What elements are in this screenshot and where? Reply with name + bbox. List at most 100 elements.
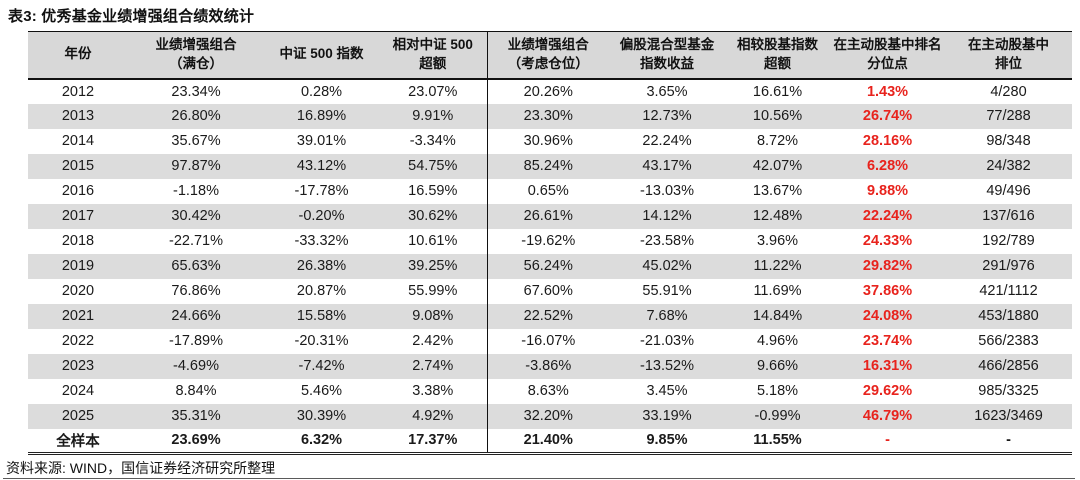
active-fund-rank-cell: 453/1880	[945, 303, 1072, 329]
active-fund-rank-cell: 4/280	[990, 83, 1027, 100]
active-fund-rank-cell: 421/1112	[979, 283, 1038, 299]
active-fund-rank-cell: 77/288	[945, 103, 1072, 129]
full-position-return-cell: 97.87%	[128, 153, 264, 179]
column-header-3: 相对中证 500 超额	[379, 31, 487, 80]
table-row-2015: 2015 97.87% 43.12% 54.75% 85.24% 43.17% 42.07%…	[28, 153, 1072, 179]
table-row-2021: 2021 24.66% 15.58% 9.08% 22.52% 7.68% 14.84% 24…	[28, 303, 1072, 329]
excess-vs-csi500-cell: 16.59%	[408, 183, 458, 199]
active-fund-percentile-cell: 26.74%	[830, 103, 945, 129]
year-cell: 2020	[61, 283, 95, 299]
position-adjusted-return-cell: 0.65%	[486, 178, 609, 204]
excess-vs-fund-index-cell: 11.69%	[753, 283, 802, 299]
excess-vs-fund-index-cell: 8.72%	[756, 133, 799, 149]
source-note: 资料来源: WIND，国信证券经济研究所整理	[6, 460, 276, 476]
excess-vs-csi500-cell: 23.07%	[408, 83, 458, 100]
excess-vs-csi500-cell: 3.38%	[412, 383, 454, 399]
table-header: 年份 业绩增强组合 （满仓） 中证 500 指数 相对中证 500 超额 业绩增强组合 …	[28, 31, 1072, 80]
column-header-7: 在主动股基中排名 分位点	[830, 31, 945, 80]
column-header-0: 年份	[28, 31, 128, 80]
full-position-return-cell: 24.66%	[128, 303, 264, 329]
excess-vs-csi500-cell: 30.62%	[379, 203, 487, 229]
table-row-2020: 2020 76.86% 20.87% 55.99% 67.60% 55.91% 11.69%…	[28, 278, 1072, 304]
column-header-2: 中证 500 指数	[264, 31, 379, 80]
csi500-return-cell: 43.12%	[264, 153, 379, 179]
excess-vs-fund-index-cell: 11.55%	[725, 428, 830, 455]
excess-vs-csi500-cell: 2.42%	[412, 333, 454, 349]
hybrid-fund-index-return-cell: 33.19%	[609, 403, 725, 429]
excess-vs-csi500-cell: 10.61%	[408, 233, 458, 249]
full-position-return-cell: -4.69%	[128, 353, 264, 379]
active-fund-rank-cell: 98/348	[986, 133, 1031, 149]
hybrid-fund-index-return-cell: 55.91%	[642, 283, 692, 299]
column-header-5: 偏股混合型基金 指数收益	[609, 31, 725, 80]
active-fund-percentile-cell: 6.28%	[830, 153, 945, 179]
active-fund-percentile-cell: 16.31%	[830, 353, 945, 379]
csi500-return-cell: 5.46%	[300, 383, 343, 399]
excess-vs-fund-index-cell: 16.61%	[752, 83, 803, 100]
hybrid-fund-index-return-cell: -23.58%	[639, 233, 694, 249]
position-adjusted-return-cell: 20.26%	[486, 78, 609, 104]
year-cell: 2021	[28, 303, 128, 329]
table-container: 年份 业绩增强组合 （满仓） 中证 500 指数 相对中证 500 超额 业绩增强组合 …	[28, 31, 1072, 455]
table-row-2012: 2012 23.34% 0.28% 23.07% 20.26% 3.65% 16.61% 1.…	[28, 78, 1072, 104]
csi500-return-cell: -7.42%	[264, 353, 379, 379]
year-cell: 2012	[61, 83, 95, 100]
excess-vs-fund-index-cell: 9.66%	[725, 353, 830, 379]
table-row-2016: 2016 -1.18% -17.78% 16.59% 0.65% -13.03% 13.67…	[28, 178, 1072, 204]
table-row-2018: 2018 -22.71% -33.32% 10.61% -19.62% -23.58% 3.…	[28, 228, 1072, 254]
column-header-4: 业绩增强组合 （考虑仓位）	[486, 31, 609, 80]
table-row-2017: 2017 30.42% -0.20% 30.62% 26.61% 14.12% 12.48%…	[28, 203, 1072, 229]
position-adjusted-return-cell: -3.86%	[486, 353, 609, 379]
excess-vs-fund-index-cell: 5.18%	[756, 383, 799, 399]
active-fund-percentile-cell: 24.33%	[862, 233, 913, 249]
excess-vs-csi500-cell: 2.74%	[379, 353, 487, 379]
position-adjusted-return-cell: 67.60%	[486, 278, 609, 304]
active-fund-rank-cell: 24/382	[945, 153, 1072, 179]
active-fund-percentile-cell: 37.86%	[862, 283, 913, 299]
excess-vs-csi500-cell: 54.75%	[379, 153, 487, 179]
year-cell: 2024	[61, 383, 95, 399]
active-fund-rank-cell: 49/496	[986, 183, 1031, 199]
excess-vs-fund-index-cell: 14.84%	[725, 303, 830, 329]
active-fund-rank-cell: 137/616	[945, 203, 1072, 229]
active-fund-percentile-cell: 28.16%	[862, 133, 913, 149]
header-row: 年份 业绩增强组合 （满仓） 中证 500 指数 相对中证 500 超额 业绩增强组合 …	[28, 31, 1072, 80]
position-adjusted-return-cell: 22.52%	[486, 303, 609, 329]
hybrid-fund-index-return-cell: 9.85%	[609, 428, 725, 455]
hybrid-fund-index-return-cell: 7.68%	[609, 303, 725, 329]
performance-table: 年份 业绩增强组合 （满仓） 中证 500 指数 相对中证 500 超额 业绩增强组合 …	[28, 31, 1072, 455]
excess-vs-csi500-cell: 4.92%	[379, 403, 487, 429]
bottom-divider-line	[3, 478, 1075, 479]
year-cell: 2015	[28, 153, 128, 179]
hybrid-fund-index-return-cell: -21.03%	[639, 333, 694, 349]
excess-vs-fund-index-cell: 4.96%	[756, 333, 799, 349]
full-position-return-cell: -1.18%	[173, 183, 219, 199]
column-header-6: 相较股基指数 超额	[725, 31, 830, 80]
excess-vs-fund-index-cell: 42.07%	[725, 153, 830, 179]
excess-vs-csi500-cell: -3.34%	[409, 133, 456, 149]
table-body: 2012 23.34% 0.28% 23.07% 20.26% 3.65% 16.61% 1.…	[28, 78, 1072, 455]
excess-vs-fund-index-cell: 3.96%	[756, 233, 799, 249]
csi500-return-cell: 39.01%	[296, 133, 347, 149]
active-fund-rank-cell: 566/2383	[978, 333, 1039, 349]
hybrid-fund-index-return-cell: 14.12%	[609, 203, 725, 229]
full-position-return-cell: 76.86%	[171, 283, 221, 299]
position-adjusted-return-cell: 30.96%	[486, 128, 609, 154]
hybrid-fund-index-return-cell: 22.24%	[642, 133, 692, 149]
hybrid-fund-index-return-cell: 43.17%	[609, 153, 725, 179]
csi500-return-cell: -33.32%	[294, 233, 349, 249]
csi500-return-cell: -0.20%	[264, 203, 379, 229]
table-title: 表3: 优秀基金业绩增强组合绩效统计	[8, 8, 255, 25]
column-header-8: 在主动股基中 排位	[945, 31, 1072, 80]
full-position-return-cell: 26.80%	[128, 103, 264, 129]
position-adjusted-return-cell: 56.24%	[486, 253, 609, 279]
year-cell: 2018	[61, 233, 95, 249]
active-fund-percentile-cell: -	[830, 428, 945, 455]
position-adjusted-return-cell: 8.63%	[486, 378, 609, 404]
table-row-2025: 2025 35.31% 30.39% 4.92% 32.20% 33.19% -0.99% 4…	[28, 403, 1072, 429]
csi500-return-cell: 20.87%	[296, 283, 347, 299]
excess-vs-csi500-cell: 39.25%	[379, 253, 487, 279]
hybrid-fund-index-return-cell: 12.73%	[609, 103, 725, 129]
excess-vs-fund-index-cell: 13.67%	[752, 183, 803, 199]
